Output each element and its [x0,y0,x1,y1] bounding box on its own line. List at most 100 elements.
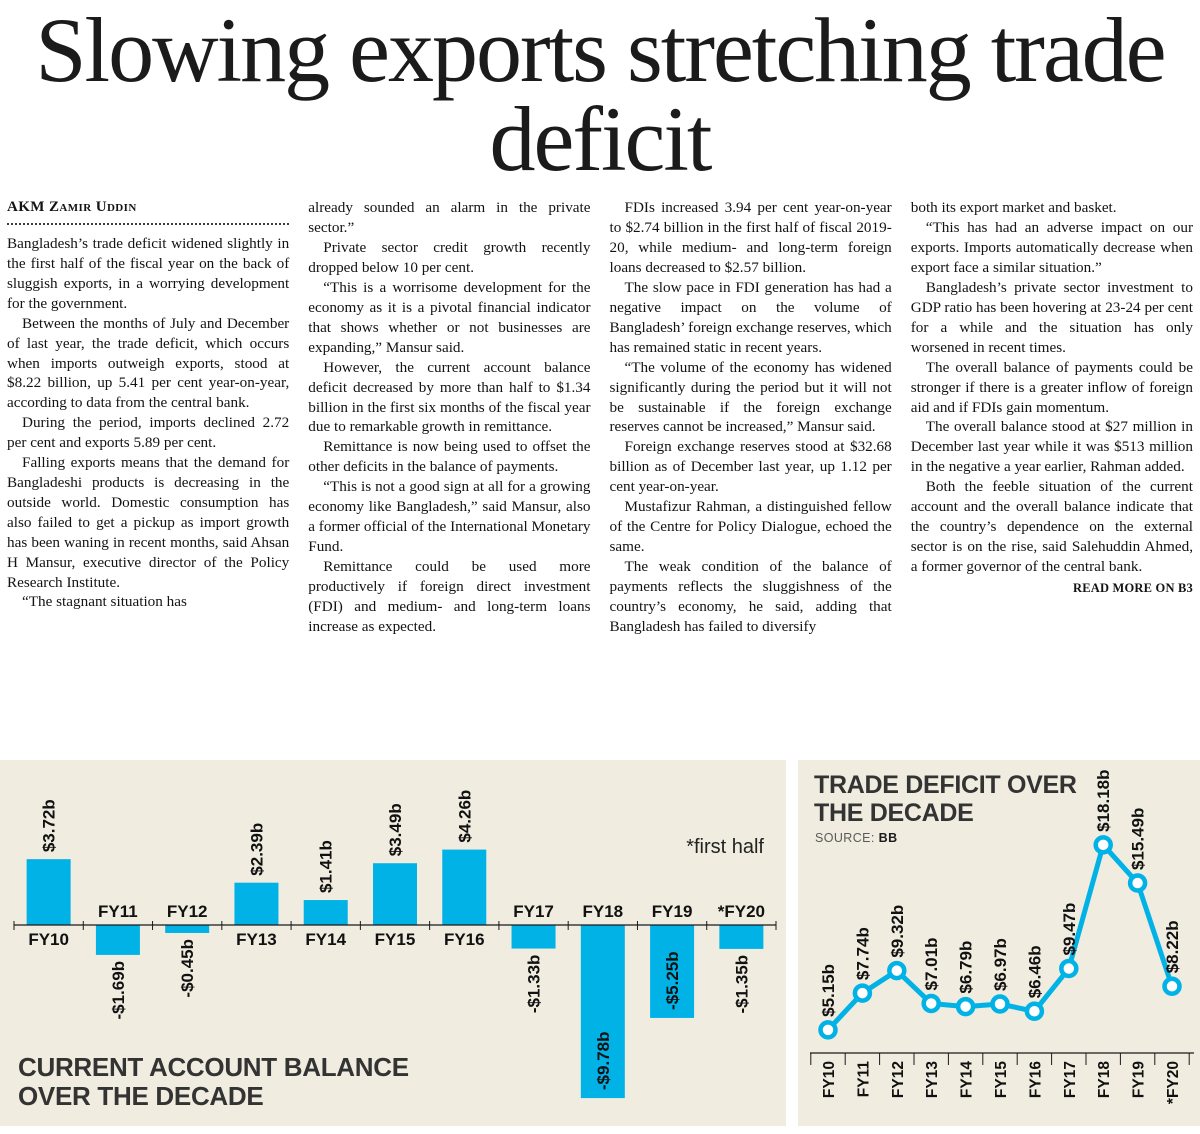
article-column-2: already sounded an alarm in the private … [308,198,590,746]
line-category-label: *FY20 [1165,1061,1182,1104]
article-paragraph: Remittance is now being used to offset t… [308,438,591,476]
article-paragraph: “This has had an adverse impact on our e… [910,219,1193,277]
left-chart-title-line1: CURRENT ACCOUNT BALANCE [18,1052,409,1083]
data-point-FY10 [818,1020,838,1041]
article-column-4: both its export market and basket. “This … [911,198,1193,746]
source-label: SOURCE: [815,831,875,846]
bar-FY12 [165,925,210,934]
bar-FY10 [26,859,71,926]
line-value-label: $6.97b [991,939,1010,992]
byline-rule [7,223,290,226]
bar-FY16 [442,850,487,926]
article-column-1: AKM Zamir Uddin Bangladesh’s trade defic… [7,198,290,746]
article-paragraph: “This is not a good sign at all for a gr… [308,478,591,555]
data-point-FY18 [1093,835,1113,856]
bar-value-label: $3.49b [386,804,405,857]
line-category-label: FY11 [855,1061,872,1098]
article-paragraph: The overall balance of payments could be… [910,358,1193,416]
column-4-paragraphs: both its export market and basket. “This … [911,198,1193,576]
article-paragraph: already sounded an alarm in the private … [308,199,591,237]
article-paragraph: Remittance could be used more productive… [308,557,591,635]
current-account-bar-chart: $3.72b FY10 -$1.69b FY11 -$0.45b FY12 $2.39b FY… [13,790,777,1099]
article-paragraph: FDIs increased 3.94 per cent year-on-yea… [609,199,892,277]
bar-value-label: $2.39b [247,823,266,876]
article-paragraph: both its export market and basket. [910,199,1117,217]
article-paragraph: Between the months of July and December … [7,314,290,412]
article-paragraph: Falling exports means that the demand fo… [7,454,290,591]
bar-category-label: FY15 [375,930,416,949]
article-paragraph: Foreign exchange reserves stood at $32.6… [609,438,892,496]
bar-value-label: -$1.33b [525,955,544,1014]
article-body: AKM Zamir Uddin Bangladesh’s trade defic… [0,184,1200,746]
line-value-label: $9.32b [888,905,907,958]
data-point-FY13 [921,994,941,1014]
read-more-link[interactable]: READ MORE ON B3 [1072,580,1193,595]
headline: Slowing exports stretching trade deficit [35,0,1166,191]
line-value-label: $8.22b [1163,921,1182,974]
data-point-*FY20 [1162,976,1182,997]
bar-FY15 [373,863,417,926]
data-point-FY15 [990,994,1010,1015]
byline-block: AKM Zamir Uddin [7,198,290,226]
bar-category-label: FY13 [236,930,277,949]
bar-category-label: FY19 [652,902,693,921]
data-point-FY14 [955,997,976,1017]
line-value-label: $7.74b [853,928,872,981]
bar-category-label: FY10 [28,930,69,949]
bar-FY13 [234,883,279,926]
data-point-FY12 [887,961,907,981]
source-value: BB [878,831,898,846]
bar-category-label: FY18 [582,902,623,921]
first-half-note: *first half [686,836,764,859]
line-category-label: FY13 [924,1061,941,1098]
line-category-label: FY16 [1027,1061,1044,1098]
article-paragraph: During the period, imports declined 2.72… [7,414,290,452]
article-paragraph: “The stagnant situation has [22,593,187,611]
bar-category-label: *FY20 [718,902,765,921]
article-paragraph: Mustafizur Rahman, a distinguished fello… [609,498,892,555]
byline: AKM Zamir Uddin [7,199,137,216]
left-chart-title: CURRENT ACCOUNT BALANCE OVER THE DECADE [18,1053,409,1110]
source-line: SOURCE: BB [815,831,898,845]
article-column-3: FDIs increased 3.94 per cent year-on-yea… [610,198,892,746]
line-category-label: FY15 [993,1061,1010,1098]
bar-category-label: FY12 [167,902,208,921]
line-category-label: FY19 [1131,1061,1148,1098]
line-value-label: $9.47b [1060,903,1079,956]
bar-value-label: -$1.35b [732,955,751,1014]
bar-FY19 [650,925,695,1019]
bar-FY18 [580,925,625,1099]
article-paragraph: The slow pace in FDI generation has had … [609,279,892,356]
data-point-FY16 [1024,1001,1045,1022]
line-value-label: $6.46b [1025,946,1044,999]
article-paragraph: Bangladesh’s private sector investment t… [910,279,1193,356]
data-point-FY11 [852,983,873,1004]
line-value-label: $15.49b [1129,808,1148,870]
infographics: $3.72b FY10 -$1.69b FY11 -$0.45b FY12 $2.39b FY… [0,760,1200,1127]
data-point-FY17 [1059,959,1079,979]
bar-FY17 [511,925,556,950]
left-chart-title-line2: OVER THE DECADE [18,1080,264,1111]
line-category-label: FY10 [821,1061,838,1098]
bar-value-label: $4.26b [455,790,474,843]
bar-value-label: -$9.78b [594,1032,613,1091]
right-chart-title: TRADE DEFICIT OVER THE DECADE [814,772,1077,827]
bar-category-label: FY17 [513,902,554,921]
bar-value-label: -$0.45b [178,939,197,998]
column-2-paragraphs: already sounded an alarm in the private … [308,198,590,636]
bar-category-label: FY16 [444,930,485,949]
column-1-paragraphs: Bangladesh’s trade deficit widened sligh… [7,234,289,612]
bar-value-label: -$5.25b [663,952,682,1011]
article-paragraph: The weak condition of the balance of pay… [609,557,892,635]
article-paragraph: Both the feeble situation of the current… [910,478,1193,575]
bar-value-label: -$1.69b [109,961,128,1020]
bar-category-label: FY11 [98,902,138,921]
bar-FY11 [95,925,140,956]
line-value-label: $6.79b [957,941,976,994]
bar-value-label: $3.72b [40,800,59,853]
column-3-paragraphs: FDIs increased 3.94 per cent year-on-yea… [610,198,892,636]
data-point-FY19 [1127,873,1148,894]
article-paragraph: The overall balance stood at $27 million… [910,418,1193,476]
bar-category-label: FY14 [305,930,346,949]
trade-deficit-line-chart: $5.15b $7.74b $9.32b $7.01b $6.79b $6.97b $6.4… [810,770,1194,1105]
